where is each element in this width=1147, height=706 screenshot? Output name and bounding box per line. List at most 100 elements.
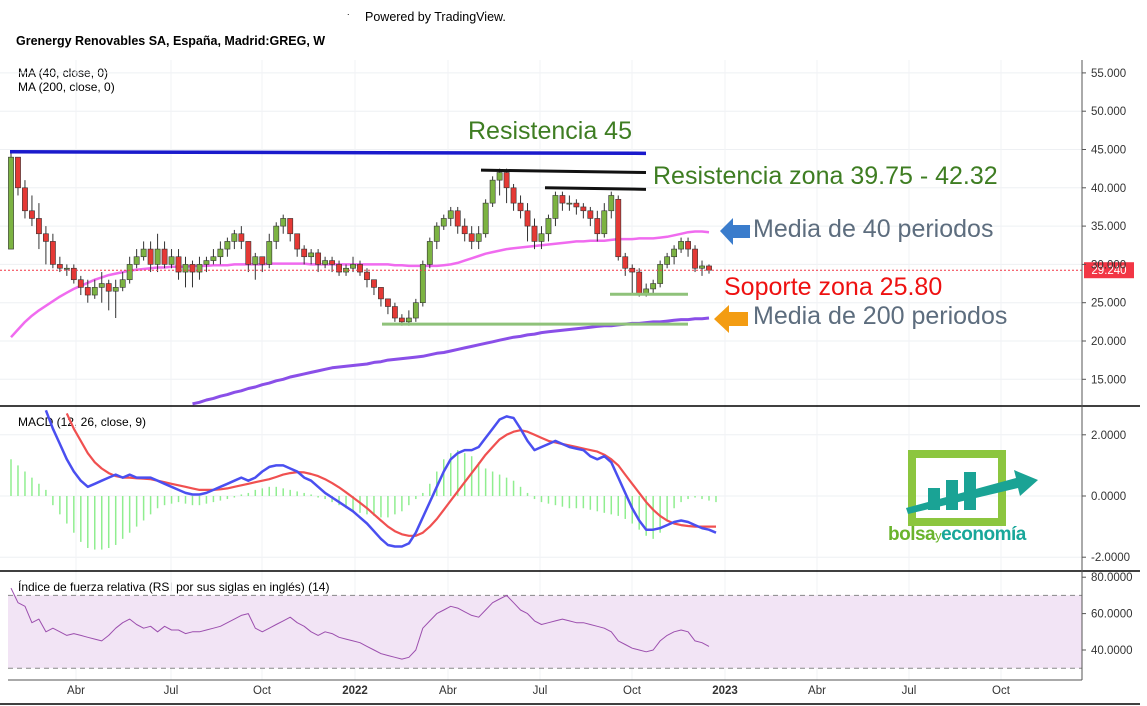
candle-body <box>566 202 573 205</box>
bolsa-y-economia-logo: bolsayeconomía <box>888 448 1048 558</box>
x-tick-label: Abr <box>439 685 457 697</box>
candle-body <box>126 264 133 281</box>
price-tick-label: 20.000 <box>1091 336 1126 348</box>
macd-tick-label: 2.0000 <box>1091 430 1126 442</box>
candle-body <box>678 241 684 250</box>
candle-body <box>489 179 496 204</box>
candle-body <box>699 265 705 269</box>
candle-body <box>664 256 671 265</box>
logo-word-y: y <box>935 528 942 543</box>
candle-body <box>175 256 182 273</box>
candle-body <box>259 256 266 265</box>
rsi-tick-label: 40.0000 <box>1091 645 1133 657</box>
candle-body <box>119 279 126 288</box>
price-tick-label: 35.000 <box>1091 221 1126 233</box>
price-tick-label: 50.000 <box>1091 106 1126 118</box>
candle-body <box>357 264 363 273</box>
symbol-title: Grenergy Renovables SA, España, Madrid:G… <box>16 34 326 48</box>
candle-body <box>287 218 294 235</box>
candle-body <box>371 279 377 288</box>
rsi-tick-label: 60.0000 <box>1091 609 1133 621</box>
candle-body <box>280 218 287 227</box>
price-tick-label: 40.000 <box>1091 183 1126 195</box>
candle-body <box>112 287 119 292</box>
last-price-label: 29.240 <box>1091 265 1126 277</box>
candle-body <box>419 264 426 303</box>
candle-body <box>412 302 419 319</box>
candle-body <box>378 287 384 300</box>
candle-body <box>510 187 517 204</box>
resistance-upper-line <box>480 168 647 174</box>
candle-body <box>294 233 301 250</box>
macd-lines <box>44 409 717 548</box>
candle-body <box>496 172 503 181</box>
candle-body <box>210 256 217 261</box>
candle-body <box>133 256 140 265</box>
candle-body <box>426 241 433 265</box>
tick-labels: 55.000 50.000 45.000 40.000 35.000 30.000 25.0… <box>67 68 1133 697</box>
candle-body <box>538 233 545 242</box>
candle-body <box>608 195 615 212</box>
rsi-band-fill <box>8 595 1082 669</box>
macd-histogram <box>10 450 717 550</box>
candle-body <box>36 218 42 235</box>
x-tick-label: Jul <box>164 685 179 697</box>
candle-body <box>252 256 259 265</box>
rsi-legend: Índice de fuerza relativa (RSI por sus s… <box>18 580 330 594</box>
candle-body <box>636 271 643 296</box>
candle-body <box>503 172 510 189</box>
candle-body <box>77 279 84 288</box>
candle-body <box>587 210 594 219</box>
candle-body <box>524 210 531 227</box>
candle-body <box>322 260 328 265</box>
macd-signal-line <box>65 412 716 537</box>
candle-body <box>105 283 112 292</box>
candle-body <box>461 225 468 235</box>
x-tick-label: Jul <box>533 685 548 697</box>
candle-body <box>217 248 224 258</box>
x-tick-label: Abr <box>67 685 85 697</box>
candle-body <box>301 248 308 258</box>
candle-body <box>161 248 168 265</box>
candle-body <box>147 248 154 265</box>
annotation-soporte: Soporte zona 25.80 <box>724 273 943 301</box>
powered-by: . Powered by TradingView. <box>347 7 506 24</box>
macd-main-line <box>44 409 717 548</box>
candle-body <box>29 210 35 219</box>
candle-body <box>391 306 398 319</box>
candle-body <box>56 264 63 269</box>
candle-body <box>615 198 622 258</box>
ma200-legend: MA (200, close, 0) <box>18 80 115 94</box>
price-tick-label: 25.000 <box>1091 298 1126 310</box>
candle-body <box>140 248 147 258</box>
price-tick-label: 30.000 <box>1091 259 1126 271</box>
candle-body <box>559 195 566 204</box>
x-tick-label: 2022 <box>342 685 368 697</box>
annotation-resistencia-zona: Resistencia zona 39.75 - 42.32 <box>653 162 998 190</box>
candle-body <box>70 267 77 281</box>
candle-body <box>49 241 56 265</box>
candle-body <box>685 241 691 250</box>
x-tick-label: Oct <box>992 685 1011 697</box>
candle-body <box>545 218 552 235</box>
candle-body <box>447 210 454 219</box>
x-tick-label: Oct <box>253 685 272 697</box>
candle-body <box>203 260 210 265</box>
candle-body <box>266 241 273 265</box>
candle-body <box>468 233 475 242</box>
candle-body <box>517 202 524 212</box>
last-price-tag <box>1084 262 1134 279</box>
candle-body <box>454 210 461 227</box>
rsi-line <box>10 587 710 660</box>
logo-wordmark: bolsayeconomía <box>888 524 1026 546</box>
candle-body <box>398 317 405 323</box>
candle-body <box>98 283 105 288</box>
candle-body <box>224 241 231 250</box>
candle-body <box>238 233 245 242</box>
rsi-polyline <box>10 587 710 660</box>
candle-body <box>405 317 412 323</box>
rsi-band <box>8 594 1082 669</box>
macd-tick-label: 0.0000 <box>1091 491 1126 503</box>
candle-body <box>706 265 712 271</box>
